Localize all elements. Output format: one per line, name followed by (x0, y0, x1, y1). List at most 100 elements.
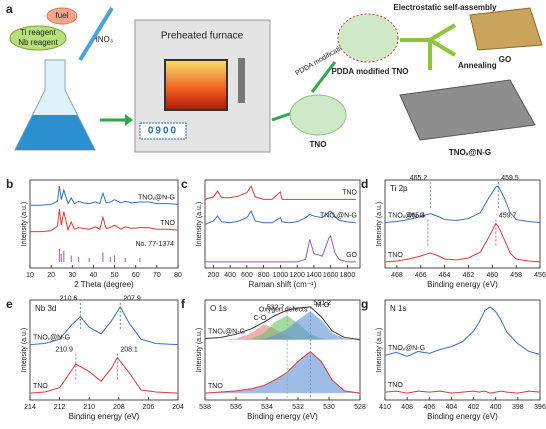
label: TNO (310, 140, 327, 149)
x-tick-label: 208 (113, 404, 125, 411)
peak-label: 532.7 (267, 304, 285, 311)
y-axis-label: Intensity (a.u.) (376, 328, 383, 372)
plot-frame (29, 179, 179, 269)
spectrum-line (384, 390, 541, 394)
series-label: TNOₓ@N-G (388, 212, 425, 219)
arrow (400, 23, 457, 70)
x-tick-label: 396 (534, 404, 546, 411)
label: GO (499, 55, 511, 64)
panel-title: N 1s (390, 304, 406, 313)
x-tick-label: 462 (463, 272, 475, 279)
series-label: TNO (388, 252, 403, 259)
panel-title: O 1s (210, 304, 227, 313)
y-axis-label: Intensity (a.u.) (196, 202, 203, 246)
x-tick-label: 410 (379, 404, 391, 411)
spectrum-line (30, 185, 179, 206)
x-tick-label: 200 (208, 272, 220, 279)
label: Annealing (458, 61, 497, 70)
fuel-bubble (46, 7, 78, 25)
label: HNO₃ (92, 35, 113, 44)
x-tick-label: 40 (90, 272, 98, 279)
peak-label: 210.6 (60, 296, 78, 303)
series-label: GO (346, 252, 357, 259)
x-tick-label: 1200 (289, 272, 305, 279)
panel-letter: g (361, 297, 368, 311)
panel-letter: f (181, 297, 186, 311)
spectrum-line (204, 184, 356, 200)
fit-component (205, 351, 360, 394)
series-label: TNOₓ@N-G (138, 194, 175, 201)
series-label: TNO (33, 383, 48, 390)
x-axis-label: Binding energy (eV) (427, 280, 498, 289)
product-sheet (399, 79, 536, 141)
label: PDDA modified TNO (331, 67, 408, 76)
series-label: TNOₓ@N-G (33, 334, 70, 341)
panel-letter: d (361, 177, 368, 191)
spectrum-line (30, 209, 179, 233)
component-label: C-O (253, 315, 266, 322)
x-tick-label: 1600 (323, 272, 339, 279)
x-axis-label: Binding energy (eV) (69, 412, 140, 421)
pdda-tno (337, 13, 399, 63)
panel-letter: b (6, 177, 13, 191)
series-label: No. 77-1374 (135, 241, 174, 248)
x-tick-label: 456 (534, 272, 546, 279)
spectrum-line (204, 306, 361, 341)
y-axis-label: Intensity (a.u.) (21, 202, 28, 246)
x-tick-label: 30 (68, 272, 76, 279)
x-tick-label: 20 (47, 272, 55, 279)
label: fuel (56, 11, 69, 20)
x-tick-label: 10 (26, 272, 34, 279)
x-tick-label: 534 (261, 404, 273, 411)
component-label: M-O (316, 302, 330, 309)
reagent-bubble (9, 25, 67, 51)
x-tick-label: 210 (83, 404, 95, 411)
plot-frame (204, 179, 361, 269)
x-tick-label: 532 (292, 404, 304, 411)
fit-component (205, 311, 360, 340)
panel-title: Nb 3d (35, 304, 56, 313)
x-tick-label: 464 (439, 272, 451, 279)
x-tick-label: 600 (241, 272, 253, 279)
spectrum-line (384, 185, 541, 224)
x-tick-label: 204 (172, 404, 184, 411)
pipette (78, 6, 114, 62)
series-label: TNOₓ@N-G (388, 345, 425, 352)
series-label: TNOₓ@N-G (320, 213, 357, 220)
x-tick-label: 460 (486, 272, 498, 279)
spectrum-line (384, 222, 541, 263)
x-tick-label: 60 (132, 272, 140, 279)
go-sheet (469, 7, 543, 51)
x-tick-label: 400 (490, 404, 502, 411)
display (139, 122, 187, 140)
peak-label: 465.2 (410, 175, 428, 182)
peak-label: 465.4 (407, 212, 425, 219)
handle (238, 58, 245, 103)
display-text: 0900 (148, 126, 178, 137)
arrow (310, 61, 337, 93)
panel-letter: c (181, 177, 188, 191)
x-axis-label: Binding energy (eV) (247, 412, 318, 421)
peak-label: 459.5 (501, 175, 519, 182)
x-tick-label: 538 (199, 404, 211, 411)
peak-label: 208.1 (120, 346, 138, 353)
peak-label: 210.9 (55, 346, 73, 353)
component-label: Oxygen defects (259, 306, 308, 313)
arrow (125, 114, 133, 126)
tno-particles (289, 94, 347, 136)
x-tick-label: 402 (468, 404, 480, 411)
x-tick-label: 536 (230, 404, 242, 411)
peak-label: 459.7 (499, 212, 517, 219)
y-axis-label: Intensity (a.u.) (21, 328, 28, 372)
panel-letter: a (6, 2, 13, 16)
x-tick-label: 458 (510, 272, 522, 279)
x-tick-label: 530 (323, 404, 335, 411)
y-axis-label: Intensity (a.u.) (196, 328, 203, 372)
y-axis-label: Intensity (a.u.) (376, 202, 383, 246)
x-tick-label: 466 (415, 272, 427, 279)
schematic: a Ti reagent Nb reagent fuel HNO₃ Prehea… (6, 2, 543, 157)
label: Electrostatic self-assembly (393, 3, 497, 12)
series-label: TNO (388, 382, 403, 389)
spectrum-line (29, 305, 179, 346)
